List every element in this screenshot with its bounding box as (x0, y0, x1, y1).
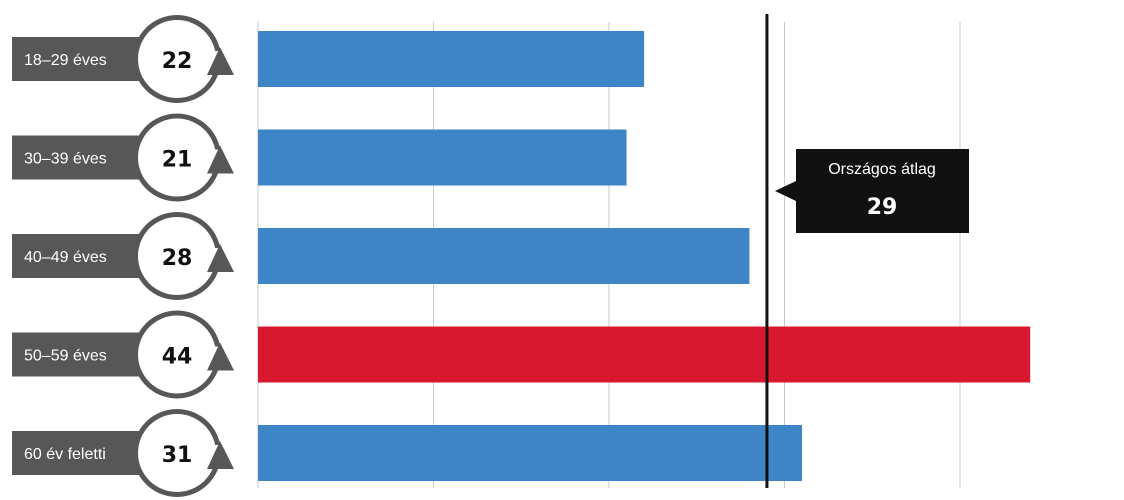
bar (258, 326, 1031, 383)
category-label-box (12, 332, 150, 377)
category-label-group: 40–49 éves 28 (12, 212, 234, 300)
bar (258, 129, 627, 186)
bar (258, 31, 645, 87)
arrow-head-icon (207, 244, 234, 272)
arrow-head-icon (207, 342, 234, 371)
value-circle (138, 217, 216, 295)
bar-value-label: 28 (162, 246, 193, 271)
value-circle (138, 414, 216, 492)
category-label: 40–49 éves (24, 249, 107, 266)
average-callout-box (775, 149, 969, 233)
category-labels: 18–29 éves 22 30–39 éves 21 40–49 éves 28 50–5… (12, 15, 234, 497)
bar (258, 228, 750, 284)
category-label-group: 18–29 éves 22 (12, 15, 234, 103)
arrow-head-icon (207, 47, 234, 75)
average-label: Országos átlag (828, 161, 936, 178)
bar-value-label: 22 (162, 49, 193, 74)
average-callout: Országos átlag 29 (775, 149, 969, 233)
bar-value-label: 44 (162, 345, 193, 370)
value-circle (138, 118, 216, 197)
category-label: 30–39 éves (24, 151, 107, 168)
average-value: 29 (867, 195, 898, 220)
arrow-head-icon (207, 441, 234, 469)
category-label-group: 50–59 éves 44 (12, 310, 234, 399)
category-label-box (12, 431, 150, 475)
bar-value-label: 21 (162, 148, 193, 173)
arrow-head-icon (207, 145, 234, 174)
category-label: 60 év feletti (24, 446, 106, 463)
category-label-box (12, 135, 150, 180)
bar (258, 425, 803, 481)
bars (258, 31, 1031, 481)
category-label: 50–59 éves (24, 348, 107, 365)
category-label-group: 60 év feletti 31 (12, 409, 234, 497)
category-label: 18–29 éves (24, 52, 107, 69)
category-label-box (12, 37, 150, 81)
category-label-group: 30–39 éves 21 (12, 113, 234, 202)
category-label-box (12, 234, 150, 278)
value-circle (138, 315, 216, 394)
value-circle (138, 20, 216, 98)
bar-value-label: 31 (162, 443, 193, 468)
